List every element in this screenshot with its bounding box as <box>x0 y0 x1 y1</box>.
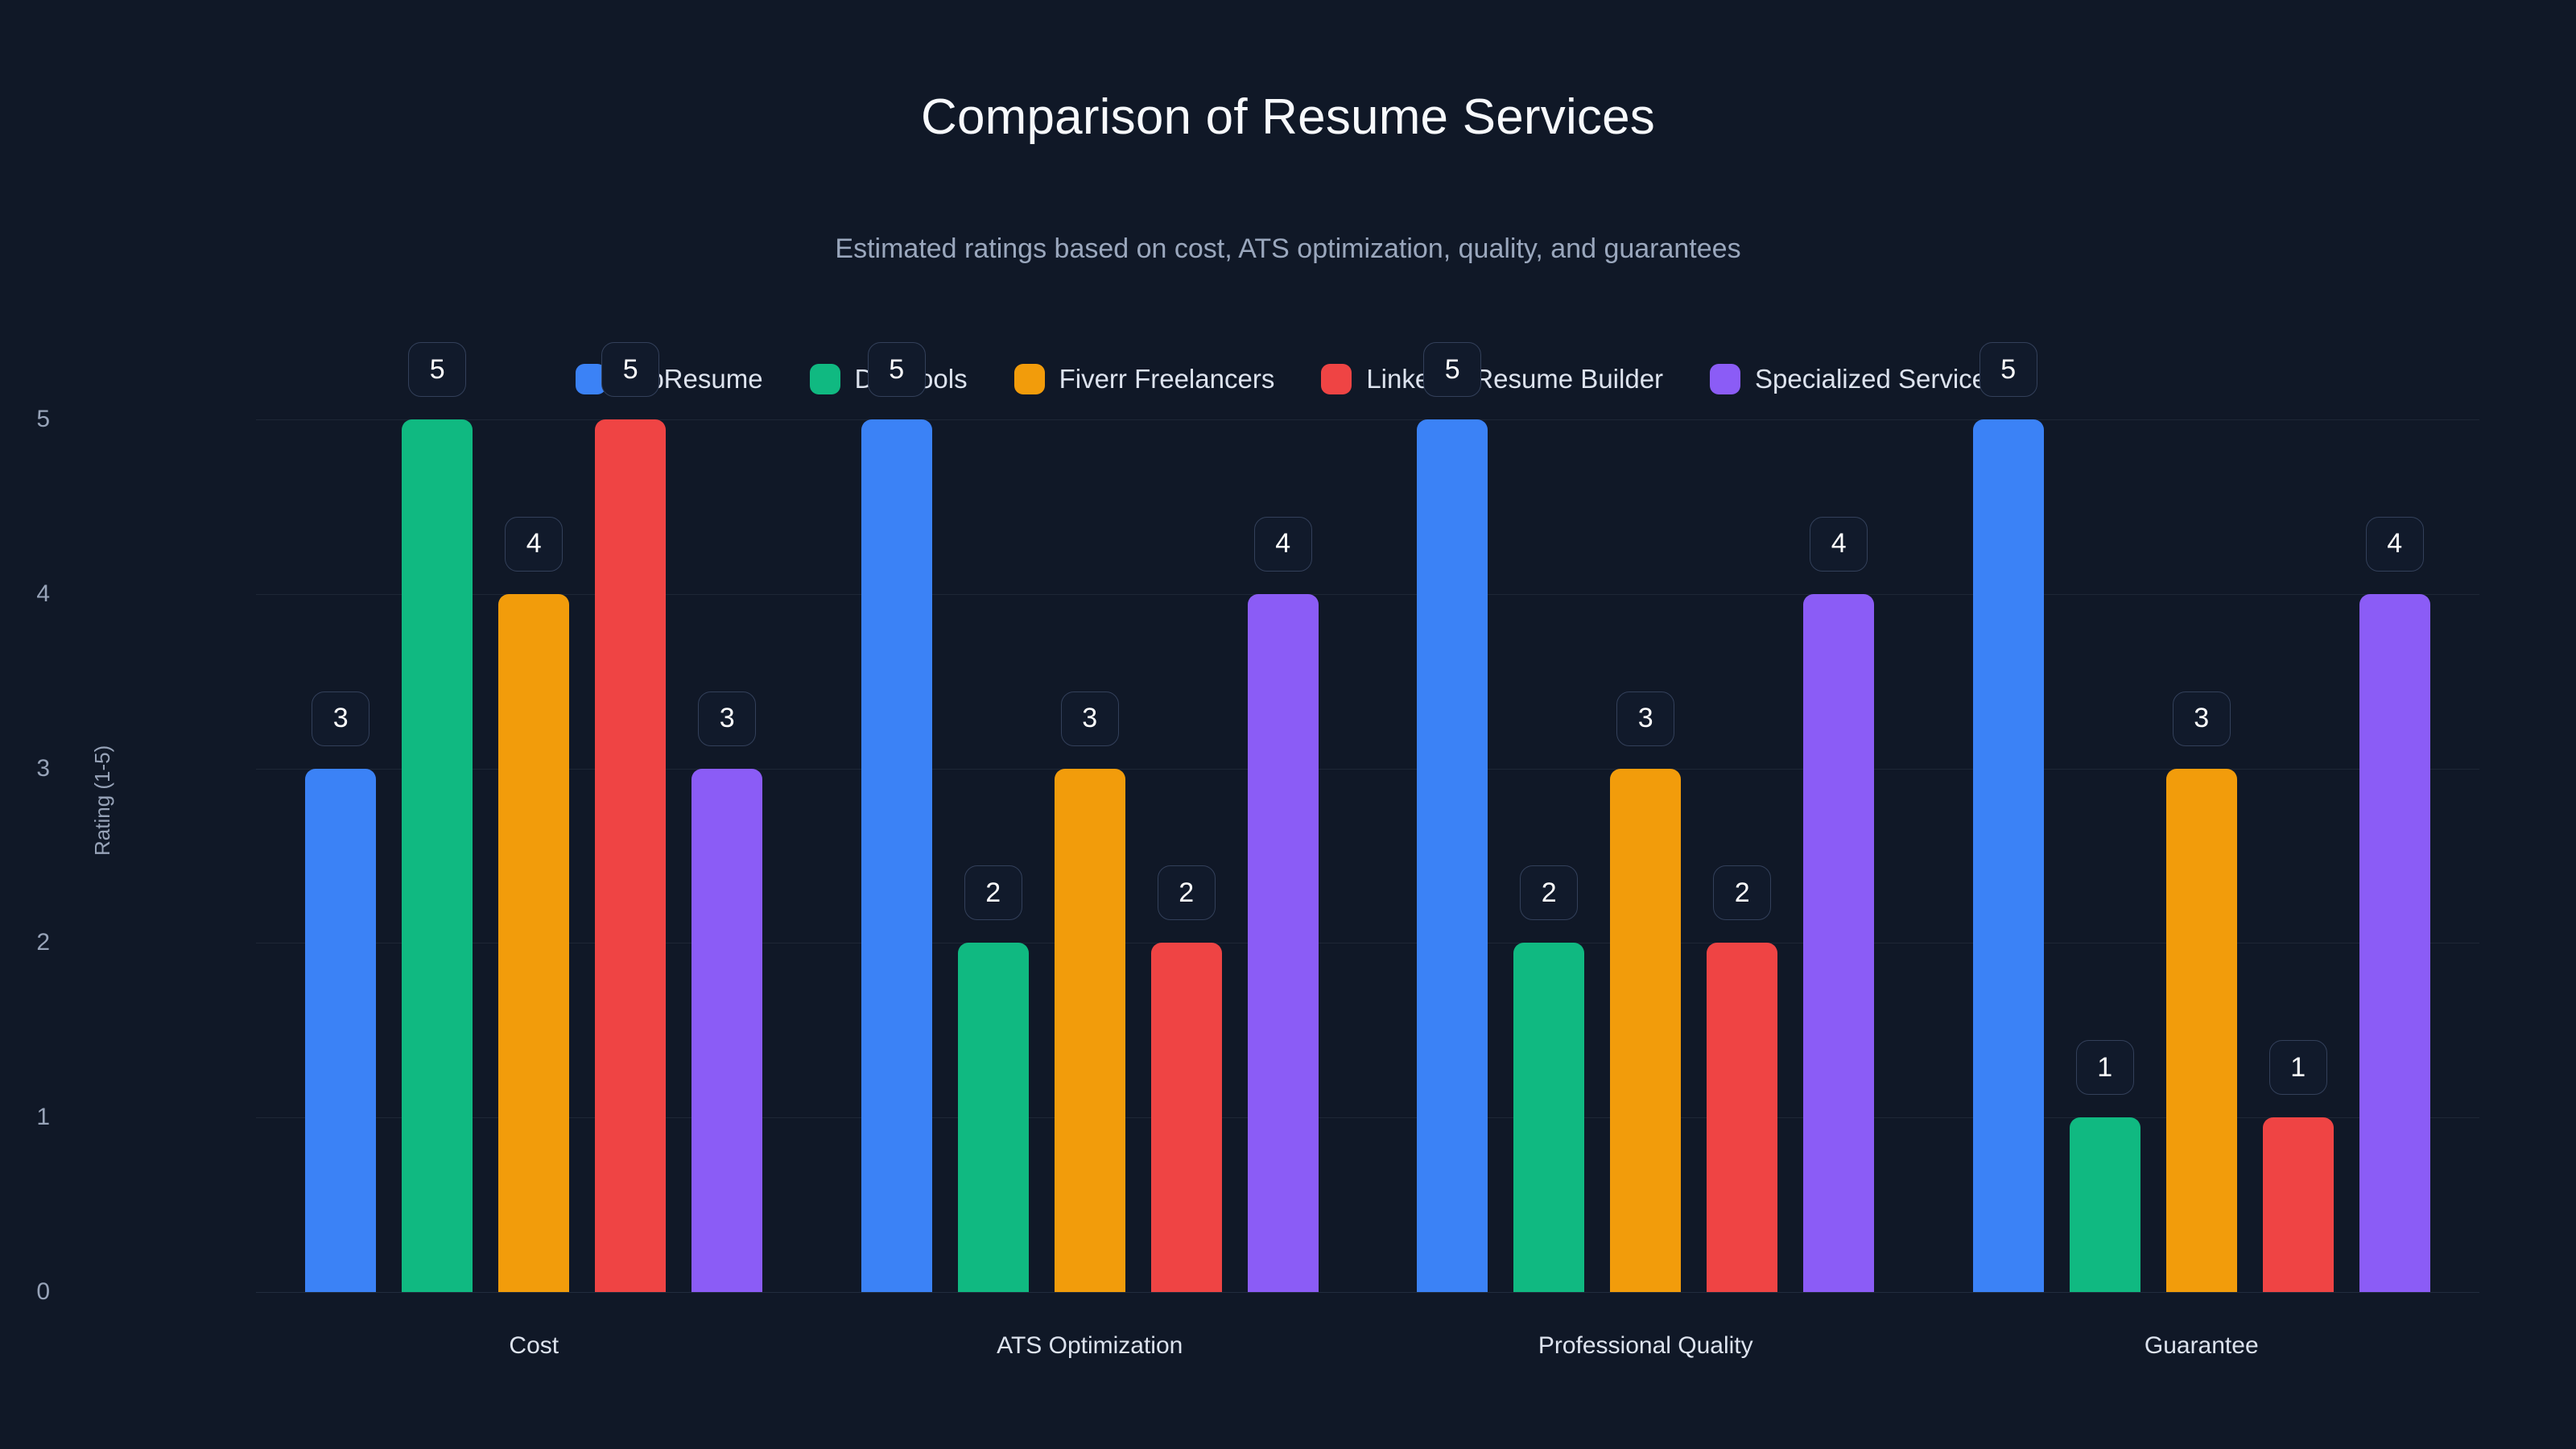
bar-item[interactable]: 5 <box>595 342 667 1292</box>
bar[interactable] <box>861 419 932 1292</box>
bar-value-label: 3 <box>312 691 370 746</box>
plot-area: 3 5 4 5 3 5 2 3 2 4 5 2 3 2 4 5 1 3 1 4 <box>256 342 2479 1293</box>
chart-title: Comparison of Resume Services <box>920 89 1656 145</box>
bar-value-label: 2 <box>1713 865 1772 921</box>
x-axis-label: ATS Optimization <box>997 1332 1183 1359</box>
bar-item[interactable]: 1 <box>2069 1040 2140 1292</box>
legend-swatch-icon <box>576 364 607 394</box>
bar-item[interactable]: 2 <box>1150 865 1222 1292</box>
bar[interactable] <box>498 593 570 1292</box>
bar[interactable] <box>2165 768 2237 1292</box>
bar-item[interactable]: 4 <box>1803 516 1875 1292</box>
bar-value-label: 2 <box>1157 865 1216 921</box>
legend-swatch-icon <box>1013 364 1045 394</box>
bar[interactable] <box>1513 943 1585 1292</box>
bar-value-label: 3 <box>698 691 757 746</box>
bar[interactable] <box>2069 1117 2140 1292</box>
bar-item[interactable]: 3 <box>2165 691 2237 1292</box>
bar-group-2: 5 2 3 2 4 <box>1417 342 1875 1292</box>
bar[interactable] <box>1972 419 2044 1292</box>
bar[interactable] <box>1247 593 1319 1292</box>
bar-group-0: 3 5 4 5 3 <box>305 342 763 1292</box>
bar[interactable] <box>1707 943 1778 1292</box>
y-tick-label: 5 <box>36 406 50 432</box>
bar[interactable] <box>1803 593 1875 1292</box>
x-axis-label: Professional Quality <box>1538 1332 1753 1359</box>
gridline <box>256 1117 2479 1119</box>
bar[interactable] <box>1610 768 1682 1292</box>
bar[interactable] <box>2359 593 2430 1292</box>
legend-swatch-icon <box>1321 364 1352 394</box>
legend-swatch-icon <box>1710 364 1741 394</box>
bar[interactable] <box>1150 943 1222 1292</box>
bar-value-label: 3 <box>2172 691 2231 746</box>
legend-item-label: LinkedIn Resume Builder <box>1366 364 1664 394</box>
bar-value-label: 1 <box>2075 1040 2134 1096</box>
bar-item[interactable]: 2 <box>1513 865 1585 1292</box>
bar-item[interactable]: 4 <box>2359 516 2430 1292</box>
bar-group-3: 5 1 3 1 4 <box>1972 342 2430 1292</box>
gridline <box>256 768 2479 770</box>
y-tick-label: 1 <box>36 1104 50 1131</box>
bar-item[interactable]: 5 <box>402 342 473 1292</box>
bar-item[interactable]: 3 <box>691 691 763 1292</box>
y-tick-label: 0 <box>36 1278 50 1305</box>
bar-item[interactable]: 3 <box>305 691 377 1292</box>
bar-value-label: 5 <box>408 342 467 397</box>
bar-value-label: 2 <box>1520 865 1579 921</box>
chart-subtitle: Estimated ratings based on cost, ATS opt… <box>835 233 1741 264</box>
bar-value-label: 5 <box>867 342 926 397</box>
bar-value-label: 3 <box>1060 691 1119 746</box>
legend-item-3[interactable]: LinkedIn Resume Builder <box>1321 364 1663 394</box>
bar-item[interactable]: 5 <box>1417 342 1488 1292</box>
legend-item-4[interactable]: Specialized Services <box>1710 364 2000 394</box>
bar-value-label: 5 <box>601 342 660 397</box>
bar[interactable] <box>957 943 1029 1292</box>
legend-item-label: Fiverr Freelancers <box>1059 364 1275 394</box>
bar-group-1: 5 2 3 2 4 <box>861 342 1319 1292</box>
x-axis-label: Guarantee <box>2144 1332 2259 1359</box>
y-tick-label: 2 <box>36 929 50 956</box>
bar-value-label: 3 <box>1616 691 1675 746</box>
bar[interactable] <box>2262 1117 2334 1292</box>
bar-value-label: 4 <box>505 516 564 572</box>
gridline <box>256 593 2479 595</box>
legend-item-2[interactable]: Fiverr Freelancers <box>1013 364 1275 394</box>
bar-item[interactable]: 3 <box>1054 691 1125 1292</box>
bar[interactable] <box>305 768 377 1292</box>
bar-item[interactable]: 3 <box>1610 691 1682 1292</box>
bar-item[interactable]: 5 <box>1972 342 2044 1292</box>
bar-item[interactable]: 4 <box>498 516 570 1292</box>
bar[interactable] <box>691 768 763 1292</box>
bar-value-label: 5 <box>1979 342 2037 397</box>
bar[interactable] <box>1417 419 1488 1292</box>
gridline <box>256 1292 2479 1293</box>
bar-item[interactable]: 2 <box>1707 865 1778 1292</box>
bar[interactable] <box>1054 768 1125 1292</box>
bar-value-label: 5 <box>1423 342 1482 397</box>
y-axis-title: Rating (1-5) <box>90 745 114 856</box>
legend-swatch-icon <box>809 364 840 394</box>
bar-value-label: 4 <box>2365 516 2424 572</box>
gridline <box>256 419 2479 420</box>
bar[interactable] <box>595 419 667 1292</box>
bar-value-label: 2 <box>964 865 1022 921</box>
bar-value-label: 1 <box>2268 1040 2327 1096</box>
x-axis-label: Cost <box>509 1332 559 1359</box>
y-tick-label: 3 <box>36 754 50 782</box>
bar[interactable] <box>402 419 473 1292</box>
bar-item[interactable]: 1 <box>2262 1040 2334 1292</box>
bar-value-label: 4 <box>1253 516 1312 572</box>
bar-item[interactable]: 5 <box>861 342 932 1292</box>
bar-item[interactable]: 2 <box>957 865 1029 1292</box>
bar-value-label: 4 <box>1810 516 1868 572</box>
legend-item-label: Specialized Services <box>1755 364 2000 394</box>
y-tick-label: 4 <box>36 580 50 607</box>
bar-item[interactable]: 4 <box>1247 516 1319 1292</box>
